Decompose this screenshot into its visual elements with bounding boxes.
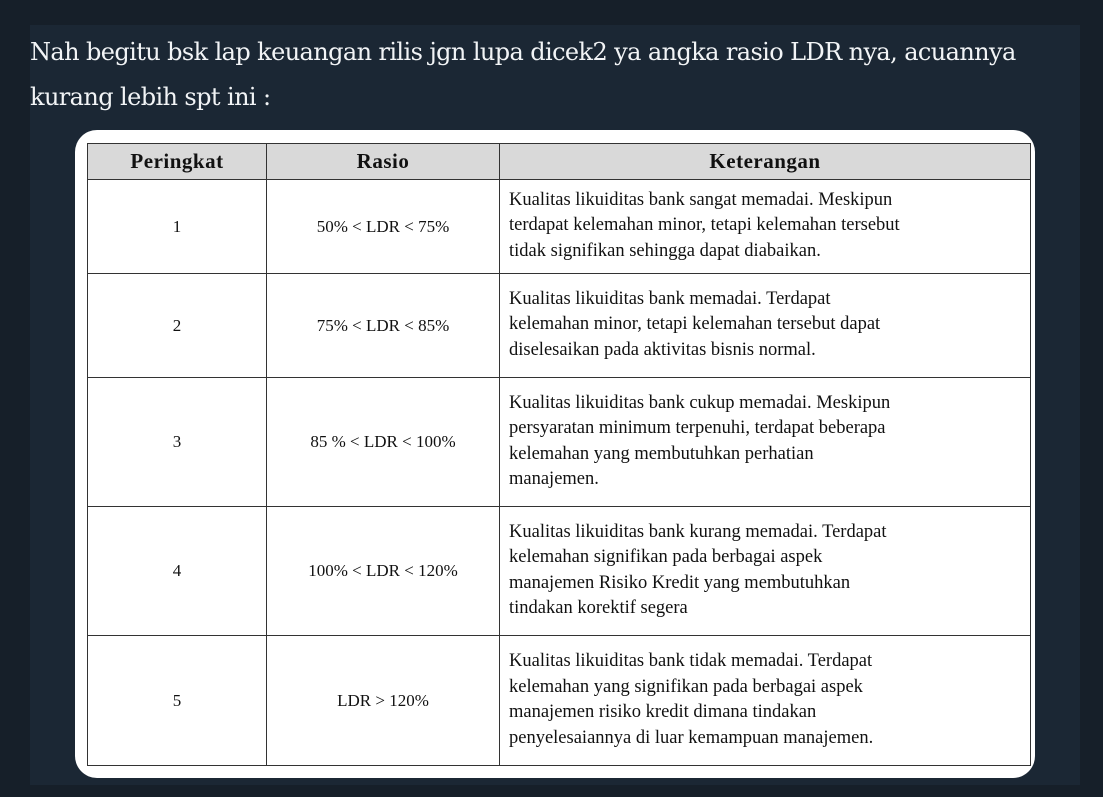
description-line: Kualitas likuiditas bank tidak memadai. … — [509, 651, 873, 671]
rank-cell: 4 — [87, 506, 267, 636]
table-row: 2 75% < LDR < 85% Kualitas likuiditas bank… — [87, 273, 1031, 378]
rank-cell: 1 — [87, 179, 267, 274]
ratio-cell: 50% < LDR < 75% — [266, 179, 500, 274]
description-line: terdapat kelemahan minor, tetapi kelemah… — [509, 215, 900, 236]
description-line: manajemen. — [509, 469, 599, 489]
description-line: manajemen risiko kredit dimana tindakan — [509, 702, 817, 722]
header-rasio: Rasio — [266, 143, 500, 180]
attached-image[interactable]: Peringkat Rasio Keterangan 1 50% < LDR < … — [75, 130, 1035, 778]
ldr-rating-table: Peringkat Rasio Keterangan 1 50% < LDR < … — [87, 143, 1031, 766]
description-line: penyelesaiannya di luar kemampuan manaje… — [509, 727, 874, 748]
ratio-cell: 85 % < LDR < 100% — [266, 377, 500, 507]
description-cell: Kualitas likuiditas bank kurang memadai.… — [499, 506, 1031, 636]
description-cell: Kualitas likuiditas bank cukup memadai. … — [499, 377, 1031, 507]
description-line: kelemahan yang membutuhkan perhatian — [509, 443, 814, 464]
description-line: persyaratan minimum terpenuhi, terdapat … — [509, 418, 886, 438]
description-line: Kualitas likuiditas bank cukup memadai. … — [509, 392, 891, 413]
description-cell: Kualitas likuiditas bank memadai. Terdap… — [499, 273, 1031, 378]
ratio-cell: 100% < LDR < 120% — [266, 506, 500, 636]
description-line: Kualitas likuiditas bank sangat memadai.… — [509, 189, 893, 210]
tweet-text-line: kurang lebih spt ini : — [30, 83, 271, 111]
description-line: kelemahan yang signifikan pada berbagai … — [509, 676, 863, 697]
description-line: kelemahan minor, tetapi kelemahan terseb… — [509, 314, 881, 335]
description-line: tidak signifikan sehingga dapat diabaika… — [509, 240, 821, 261]
description-line: manajemen Risiko Kredit yang membutuhkan — [509, 572, 851, 593]
description-line: Kualitas likuiditas bank kurang memadai.… — [509, 521, 887, 542]
tweet-text-line: Nah begitu bsk lap keuangan rilis jgn lu… — [30, 38, 1016, 66]
header-peringkat: Peringkat — [87, 143, 267, 180]
ratio-cell: 75% < LDR < 85% — [266, 273, 500, 378]
ratio-cell: LDR > 120% — [266, 635, 500, 766]
tweet-text: Nah begitu bsk lap keuangan rilis jgn lu… — [30, 30, 1100, 120]
rank-cell: 2 — [87, 273, 267, 378]
table-row: 4 100% < LDR < 120% Kualitas likuiditas ba… — [87, 506, 1031, 636]
table-header-row: Peringkat Rasio Keterangan — [87, 143, 1031, 180]
description-cell: Kualitas likuiditas bank sangat memadai.… — [499, 179, 1031, 274]
header-keterangan: Keterangan — [499, 143, 1031, 180]
description-line: tindakan korektif segera — [509, 598, 688, 618]
table-row: 1 50% < LDR < 75% Kualitas likuiditas bank… — [87, 179, 1031, 274]
table-row: 5 LDR > 120% Kualitas likuiditas bank tida… — [87, 635, 1031, 766]
table-row: 3 85 % < LDR < 100% Kualitas likuiditas ba… — [87, 377, 1031, 507]
rank-cell: 3 — [87, 377, 267, 507]
description-line: kelemahan signifikan pada berbagai aspek — [509, 547, 823, 567]
description-line: diselesaikan pada aktivitas bisnis norma… — [509, 339, 816, 360]
rank-cell: 5 — [87, 635, 267, 766]
description-cell: Kualitas likuiditas bank tidak memadai. … — [499, 635, 1031, 766]
description-line: Kualitas likuiditas bank memadai. Terdap… — [509, 288, 831, 309]
